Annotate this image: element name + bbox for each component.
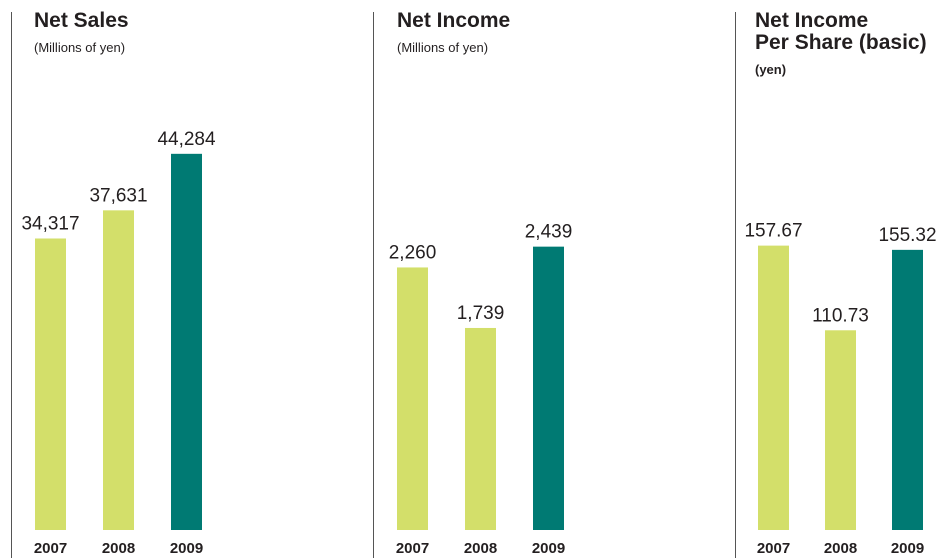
value-label: 155.32 (878, 225, 936, 246)
net-sales-panel: Net Sales (Millions of yen) 34,317 2007 37… (0, 0, 360, 558)
bar-2007 (758, 245, 789, 530)
net-income-chart: 2,260 2007 1,739 2008 2,439 2009 (389, 222, 573, 557)
chart-title: Net Income (397, 9, 511, 32)
category-label: 2009 (532, 540, 565, 557)
net-sales-chart: 34,317 2007 37,631 2008 44,284 2009 (21, 129, 216, 557)
net-income-panel: Net Income (Millions of yen) 2,260 2007 1,… (362, 0, 722, 558)
panel-divider (11, 12, 12, 558)
category-label: 2008 (464, 540, 497, 557)
category-label: 2009 (891, 540, 924, 557)
category-label: 2007 (34, 540, 67, 557)
category-label: 2009 (170, 540, 203, 557)
bar-2009 (892, 249, 923, 530)
net-income-per-share-chart: 157.67 2007 110.73 2008 155.32 2009 (744, 221, 936, 557)
category-label: 2008 (824, 540, 857, 557)
panel-divider (735, 12, 736, 558)
value-label: 44,284 (157, 129, 216, 150)
net-income-per-share-panel: Net Income Per Share (basic) (yen) 157.6… (724, 0, 948, 558)
bar-2008 (825, 330, 856, 530)
bar-2008 (465, 327, 496, 530)
chart-subtitle: (Millions of yen) (397, 40, 489, 55)
value-label: 110.73 (812, 305, 869, 326)
value-label: 2,260 (389, 242, 437, 263)
category-label: 2008 (102, 540, 135, 557)
chart-subtitle: (yen) (755, 62, 787, 77)
bar-2007 (35, 238, 66, 531)
bar-2009 (533, 246, 564, 531)
value-label: 34,317 (21, 213, 79, 234)
bar-2007 (397, 267, 428, 530)
category-label: 2007 (396, 540, 429, 557)
bar-2009 (171, 153, 202, 530)
chart-title: Net Sales (34, 9, 129, 32)
chart-subtitle: (Millions of yen) (34, 40, 126, 55)
category-label: 2007 (757, 540, 790, 557)
value-label: 1,739 (457, 303, 505, 324)
value-label: 37,631 (89, 185, 147, 206)
value-label: 2,439 (525, 222, 573, 243)
value-label: 157.67 (744, 221, 802, 242)
panel-divider (373, 12, 374, 558)
chart-title: Net Income Per Share (basic) (755, 9, 927, 54)
bar-2008 (103, 210, 134, 531)
